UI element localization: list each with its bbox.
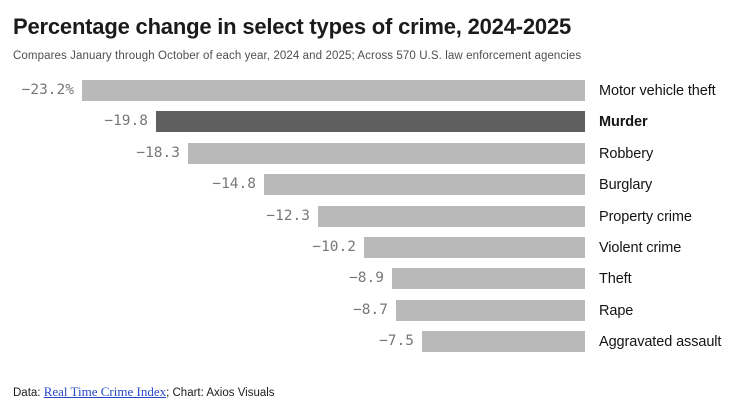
bar-row: −12.3 Property crime — [0, 206, 734, 227]
chart-subtitle: Compares January through October of each… — [13, 50, 582, 63]
bar-property-crime — [318, 206, 585, 227]
bar-motor-vehicle-theft — [82, 80, 585, 101]
bar-category-label: Aggravated assault — [599, 333, 722, 350]
chart-credit: ; Chart: Axios Visuals — [166, 387, 275, 399]
bar-burglary — [264, 174, 585, 195]
bar-row: −8.7 Rape — [0, 300, 734, 321]
bar-value-label: −7.5 — [379, 333, 414, 349]
chart-header: Percentage change in select types of cri… — [13, 14, 721, 64]
bar-category-label: Motor vehicle theft — [599, 82, 716, 99]
bar-value-label: −14.8 — [212, 176, 256, 192]
bar-row: −19.8 Murder — [0, 111, 734, 132]
chart-title: Percentage change in select types of cri… — [13, 14, 572, 39]
bar-row: −8.9 Theft — [0, 268, 734, 289]
bar-value-label: −8.7 — [353, 302, 388, 318]
bar-rape — [396, 300, 585, 321]
bar-row: −14.8 Burglary — [0, 174, 734, 195]
bar-value-label: −19.8 — [104, 113, 148, 129]
bar-value-label: −10.2 — [312, 239, 356, 255]
bar-category-label: Violent crime — [599, 239, 682, 256]
bar-value-label: −18.3 — [136, 145, 180, 161]
data-source-prefix: Data: — [13, 387, 44, 399]
bar-category-label: Murder — [599, 113, 648, 130]
bar-category-label: Property crime — [599, 208, 692, 225]
bar-violent-crime — [364, 237, 585, 258]
bar-row: −23.2% Motor vehicle theft — [0, 80, 734, 101]
bar-row: −18.3 Robbery — [0, 143, 734, 164]
bar-theft — [392, 268, 585, 289]
chart-footer: Data: Real Time Crime Index; Chart: Axio… — [13, 384, 275, 400]
bar-murder — [156, 111, 585, 132]
bar-category-label: Rape — [599, 302, 634, 319]
bar-aggravated-assault — [422, 331, 585, 352]
bar-category-label: Robbery — [599, 145, 654, 162]
bar-value-label: −23.2% — [21, 82, 74, 98]
bar-value-label: −8.9 — [349, 270, 384, 286]
bar-robbery — [188, 143, 585, 164]
bar-category-label: Burglary — [599, 176, 653, 193]
bar-row: −7.5 Aggravated assault — [0, 331, 734, 352]
data-source-link[interactable]: Real Time Crime Index — [43, 384, 167, 399]
bar-category-label: Theft — [599, 270, 632, 287]
bar-row: −10.2 Violent crime — [0, 237, 734, 258]
bar-value-label: −12.3 — [266, 208, 310, 224]
